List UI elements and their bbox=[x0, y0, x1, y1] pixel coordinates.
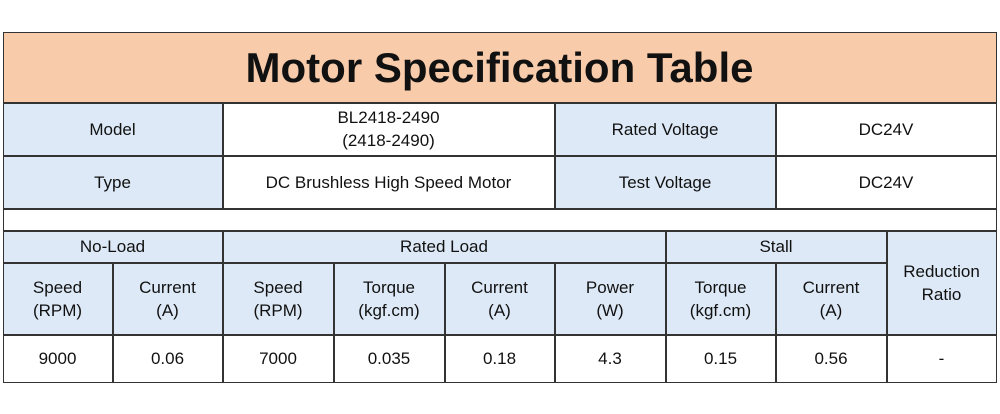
spec-label: Test Voltage bbox=[554, 155, 776, 209]
cell-text: 7000 bbox=[259, 349, 297, 368]
data-cell: 7000 bbox=[222, 334, 334, 383]
cell-text: - bbox=[938, 349, 945, 368]
group-header: Rated Load bbox=[222, 230, 666, 263]
cell-text: Reduction Ratio bbox=[903, 261, 980, 304]
column-header: Current (A) bbox=[775, 262, 887, 335]
cell-text: (A) bbox=[488, 300, 511, 320]
cell-text: Motor Specification Table bbox=[245, 43, 754, 91]
cell-text: (kgf.cm) bbox=[689, 300, 752, 320]
cell-text: 9000 bbox=[38, 349, 77, 368]
cell-text: Torque bbox=[363, 277, 415, 297]
data-cell: 0.06 bbox=[112, 334, 223, 383]
cell-text: Speed bbox=[32, 277, 83, 297]
spec-label: Model bbox=[2, 102, 223, 156]
data-cell: 0.18 bbox=[444, 334, 555, 383]
cell-text: Rated Voltage bbox=[611, 119, 719, 139]
column-header: Speed (RPM) bbox=[222, 262, 334, 335]
cell-text: BL2418-2490 bbox=[337, 108, 440, 127]
column-header: Speed (RPM) bbox=[2, 262, 113, 335]
data-cell: 4.3 bbox=[554, 334, 666, 383]
spec-value: DC24V bbox=[775, 102, 997, 156]
cell-text: Current bbox=[802, 277, 860, 297]
cell-text: 4.3 bbox=[598, 349, 622, 368]
cell-text: Torque bbox=[694, 277, 747, 297]
cell-text: DC24V bbox=[858, 172, 914, 192]
column-header: Power (W) bbox=[554, 262, 666, 335]
column-header: Torque (kgf.cm) bbox=[665, 262, 776, 335]
table-title: Motor Specification Table bbox=[2, 31, 997, 103]
data-cell: 0.56 bbox=[775, 334, 887, 383]
cell-text: Power bbox=[585, 277, 635, 297]
cell-text: (RPM) bbox=[32, 300, 83, 320]
cell-text: 0.15 bbox=[703, 349, 738, 368]
column-header: Current (A) bbox=[112, 262, 223, 335]
cell-text: 0.56 bbox=[814, 349, 848, 368]
data-cell: 0.035 bbox=[333, 334, 445, 383]
spec-label: Rated Voltage bbox=[554, 102, 776, 156]
column-header: Current (A) bbox=[444, 262, 555, 335]
cell-text: Type bbox=[94, 172, 131, 192]
data-cell: 9000 bbox=[2, 334, 113, 383]
cell-text: DC24V bbox=[858, 119, 914, 139]
spec-value: BL2418-2490 (2418-2490) bbox=[222, 102, 555, 156]
cell-text: Model bbox=[89, 119, 136, 139]
spec-value: DC Brushless High Speed Motor bbox=[222, 155, 555, 209]
cell-text: Current bbox=[471, 277, 528, 297]
cell-text: 0.18 bbox=[482, 349, 517, 368]
group-header: Reduction Ratio bbox=[886, 230, 997, 335]
cell-text: Current bbox=[139, 277, 196, 297]
cell-text: Speed bbox=[253, 277, 303, 297]
cell-text: (W) bbox=[596, 300, 624, 320]
spacer-row bbox=[2, 208, 997, 231]
cell-text: 0.035 bbox=[367, 349, 411, 368]
cell-text: DC Brushless High Speed Motor bbox=[265, 172, 512, 192]
group-header: Stall bbox=[665, 230, 887, 263]
data-cell: 0.15 bbox=[665, 334, 776, 383]
column-header: Torque (kgf.cm) bbox=[333, 262, 445, 335]
cell-text: (RPM) bbox=[253, 300, 303, 320]
cell-text: No-Load bbox=[79, 237, 146, 256]
spec-value: DC24V bbox=[775, 155, 997, 209]
cell-text: Stall bbox=[759, 237, 793, 256]
cell-text: (2418-2490) bbox=[342, 131, 435, 150]
cell-text: 0.06 bbox=[150, 349, 185, 368]
cell-text: Test Voltage bbox=[618, 172, 712, 192]
cell-text: (A) bbox=[156, 300, 179, 320]
group-header: No-Load bbox=[2, 230, 223, 263]
data-cell: - bbox=[886, 334, 997, 383]
spec-label: Type bbox=[2, 155, 223, 209]
cell-text: (kgf.cm) bbox=[358, 300, 420, 320]
cell-text: Rated Load bbox=[400, 237, 488, 256]
cell-text: (A) bbox=[819, 300, 843, 320]
